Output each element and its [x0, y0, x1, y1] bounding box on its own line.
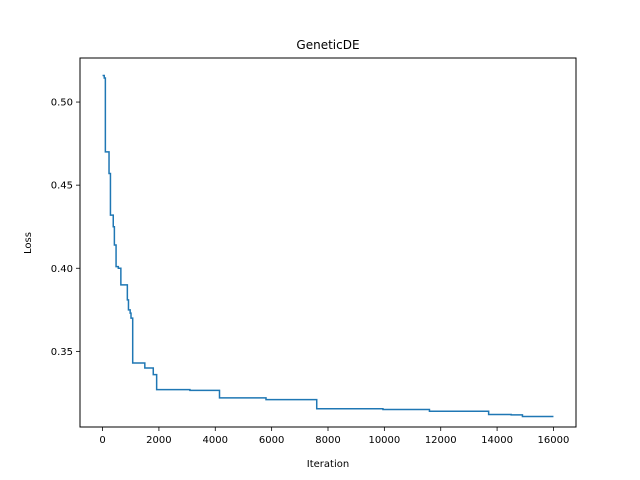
- x-axis: 0 2000 4000 6000 8000 10000 12000 14000 16000: [99, 427, 569, 446]
- y-axis: 0.35 0.40 0.45 0.50: [51, 98, 80, 358]
- plot-area: [102, 74, 554, 418]
- x-tick-label: 16000: [538, 435, 570, 446]
- x-tick-label: 4000: [203, 435, 228, 446]
- x-tick-label: 14000: [481, 435, 513, 446]
- y-axis-label: Loss: [23, 232, 34, 254]
- chart-title: GeneticDE: [296, 38, 359, 52]
- series-line: [102, 74, 554, 418]
- y-tick-label: 0.50: [51, 98, 73, 109]
- x-tick-label: 10000: [368, 435, 400, 446]
- x-tick-label: 12000: [425, 435, 457, 446]
- y-tick-label: 0.35: [51, 347, 73, 358]
- x-tick-label: 0: [99, 435, 105, 446]
- y-tick-label: 0.40: [51, 264, 73, 275]
- x-tick-label: 2000: [146, 435, 171, 446]
- x-tick-label: 6000: [259, 435, 284, 446]
- plot-frame: [79, 57, 577, 428]
- x-axis-label: Iteration: [307, 459, 349, 470]
- x-tick-label: 8000: [315, 435, 340, 446]
- y-tick-label: 0.45: [51, 181, 73, 192]
